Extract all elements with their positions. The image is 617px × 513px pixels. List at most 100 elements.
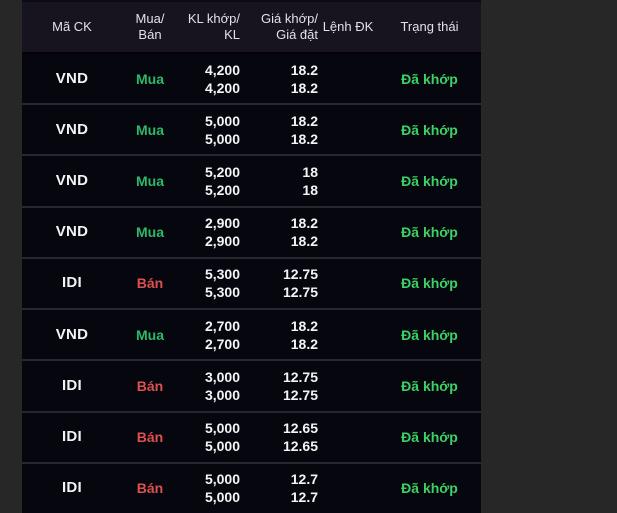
stock-code: IDI (61, 274, 83, 292)
status-label: Đã khớp (401, 70, 458, 87)
status-label: Đã khớp (401, 429, 458, 446)
price-cell: 18.2 18.2 (240, 214, 318, 250)
price-cell: 18.2 18.2 (240, 112, 318, 148)
price-cell: 12.65 12.65 (240, 419, 318, 455)
status-label: Đã khớp (401, 377, 458, 394)
order-price: 18.2 (290, 233, 318, 250)
matched-price: 18.2 (290, 317, 318, 334)
stock-code: VND (55, 172, 89, 190)
header-buy-sell-line1: Mua/ (135, 11, 165, 26)
order-row[interactable]: IDI Bán 5,000 5,000 12.65 12.65 Đã khớp (22, 410, 481, 462)
price-cell: 18 18 (240, 163, 318, 199)
status-label: Đã khớp (401, 326, 458, 343)
price-cell: 12.75 12.75 (240, 368, 318, 404)
order-side: Bán (136, 275, 164, 292)
status-label: Đã khớp (401, 480, 458, 497)
order-volume: 2,900 (204, 233, 240, 250)
order-side: Mua (136, 224, 164, 241)
matched-price: 12.65 (282, 420, 318, 437)
volume-cell: 4,200 4,200 (178, 61, 240, 97)
volume-cell: 3,000 3,000 (178, 368, 240, 404)
order-price: 18.2 (290, 335, 318, 352)
stock-code: VND (55, 223, 89, 241)
matched-price: 18.2 (290, 215, 318, 232)
order-price: 18.2 (290, 79, 318, 96)
stock-code: VND (55, 120, 89, 138)
header-order-condition: Lệnh ĐK (322, 19, 374, 34)
price-cell: 12.7 12.7 (240, 470, 318, 506)
volume-cell: 5,300 5,300 (178, 265, 240, 301)
order-row[interactable]: VND Mua 5,200 5,200 18 18 Đã khớp (22, 154, 481, 206)
order-row[interactable]: IDI Bán 5,300 5,300 12.75 12.75 Đã khớp (22, 256, 481, 309)
matched-price: 12.7 (290, 471, 318, 488)
order-price: 18 (302, 182, 318, 199)
order-volume: 3,000 (204, 386, 240, 403)
header-matched-volume-line2: KL (224, 27, 240, 42)
order-volume: 5,200 (204, 182, 240, 199)
order-row[interactable]: IDI Bán 5,000 5,000 12.7 12.7 Đã khớp (22, 461, 481, 513)
stock-code: IDI (61, 428, 83, 446)
order-table: Mã CK Mua/ Bán KL khớp/ KL Giá khớp/ Giá… (22, 0, 481, 513)
order-row[interactable]: VND Mua 2,900 2,900 18.2 18.2 Đã khớp (22, 205, 481, 257)
order-row[interactable]: VND Mua 2,700 2,700 18.2 18.2 Đã khớp (22, 308, 481, 360)
header-status: Trạng thái (400, 19, 459, 34)
matched-volume: 4,200 (204, 61, 240, 78)
order-price: 18.2 (290, 130, 318, 147)
matched-price: 12.75 (282, 368, 318, 385)
header-matched-price: Giá khớp/ Giá đặt (240, 11, 318, 43)
price-cell: 18.2 18.2 (240, 317, 318, 353)
status-label: Đã khớp (401, 173, 458, 190)
status-label: Đã khớp (401, 121, 458, 138)
table-header-row: Mã CK Mua/ Bán KL khớp/ KL Giá khớp/ Giá… (22, 0, 481, 52)
header-buy-sell-line2: Bán (138, 27, 162, 42)
order-rows: VND Mua 4,200 4,200 18.2 18.2 Đã khớp VN… (22, 52, 481, 513)
order-side: Bán (136, 480, 164, 497)
stock-code: IDI (61, 376, 83, 394)
price-cell: 12.75 12.75 (240, 265, 318, 301)
order-volume: 5,000 (204, 489, 240, 506)
order-row[interactable]: VND Mua 5,000 5,000 18.2 18.2 Đã khớp (22, 103, 481, 155)
matched-volume: 5,300 (204, 266, 240, 283)
order-volume: 5,300 (204, 284, 240, 301)
order-side: Mua (136, 173, 164, 190)
header-stock-code: Mã CK (52, 19, 92, 34)
order-volume: 5,000 (204, 130, 240, 147)
matched-volume: 5,000 (204, 112, 240, 129)
volume-cell: 5,000 5,000 (178, 470, 240, 506)
matched-volume: 5,000 (204, 420, 240, 437)
volume-cell: 2,900 2,900 (178, 214, 240, 250)
matched-volume: 2,700 (204, 317, 240, 334)
header-matched-price-line1: Giá khớp/ (261, 11, 318, 26)
price-cell: 18.2 18.2 (240, 61, 318, 97)
matched-price: 18.2 (290, 61, 318, 78)
header-buy-sell: Mua/ Bán (122, 11, 178, 43)
header-matched-volume: KL khớp/ KL (178, 11, 240, 43)
matched-price: 12.75 (282, 266, 318, 283)
volume-cell: 5,200 5,200 (178, 163, 240, 199)
order-side: Mua (136, 326, 164, 343)
stock-code: VND (55, 325, 89, 343)
order-row[interactable]: VND Mua 4,200 4,200 18.2 18.2 Đã khớp (22, 54, 481, 104)
matched-price: 18.2 (290, 112, 318, 129)
order-side: Bán (136, 377, 164, 394)
matched-volume: 5,000 (204, 471, 240, 488)
header-matched-volume-line1: KL khớp/ (187, 11, 240, 26)
order-price: 12.75 (282, 284, 318, 301)
matched-volume: 2,900 (204, 215, 240, 232)
volume-cell: 5,000 5,000 (178, 112, 240, 148)
matched-price: 18 (302, 164, 318, 181)
header-matched-price-line2: Giá đặt (276, 27, 318, 42)
volume-cell: 5,000 5,000 (178, 419, 240, 455)
order-volume: 5,000 (204, 438, 240, 455)
volume-cell: 2,700 2,700 (178, 317, 240, 353)
order-price: 12.7 (290, 489, 318, 506)
order-price: 12.65 (282, 438, 318, 455)
order-row[interactable]: IDI Bán 3,000 3,000 12.75 12.75 Đã khớp (22, 359, 481, 411)
matched-volume: 5,200 (204, 164, 240, 181)
order-price: 12.75 (282, 386, 318, 403)
stock-code: VND (55, 69, 89, 87)
order-side: Mua (136, 70, 164, 87)
matched-volume: 3,000 (204, 368, 240, 385)
order-side: Mua (136, 121, 164, 138)
